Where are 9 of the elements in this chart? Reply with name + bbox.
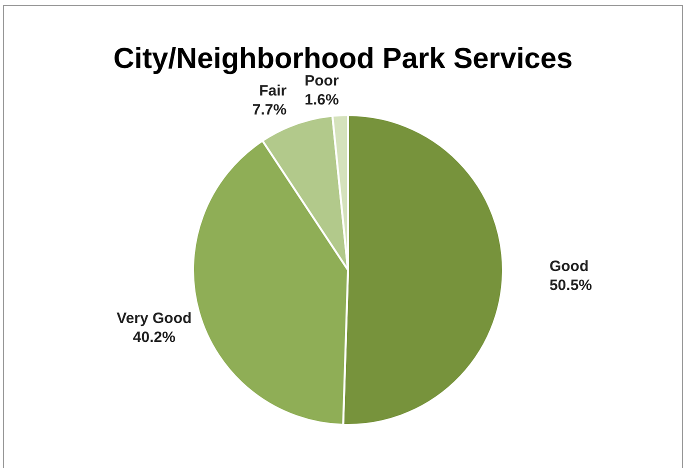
slice-label: Good	[549, 258, 589, 276]
data-label: 50.5%	[549, 277, 592, 294]
chart-title: City/Neighborhood Park Services	[113, 43, 573, 75]
slice-label: Poor	[304, 72, 339, 90]
slice-label: Very Good	[116, 310, 192, 327]
slice-label: Fair	[259, 82, 287, 100]
data-label: 1.6%	[304, 91, 339, 108]
data-label: 40.2%	[132, 329, 176, 346]
data-label: 7.7%	[252, 102, 287, 119]
